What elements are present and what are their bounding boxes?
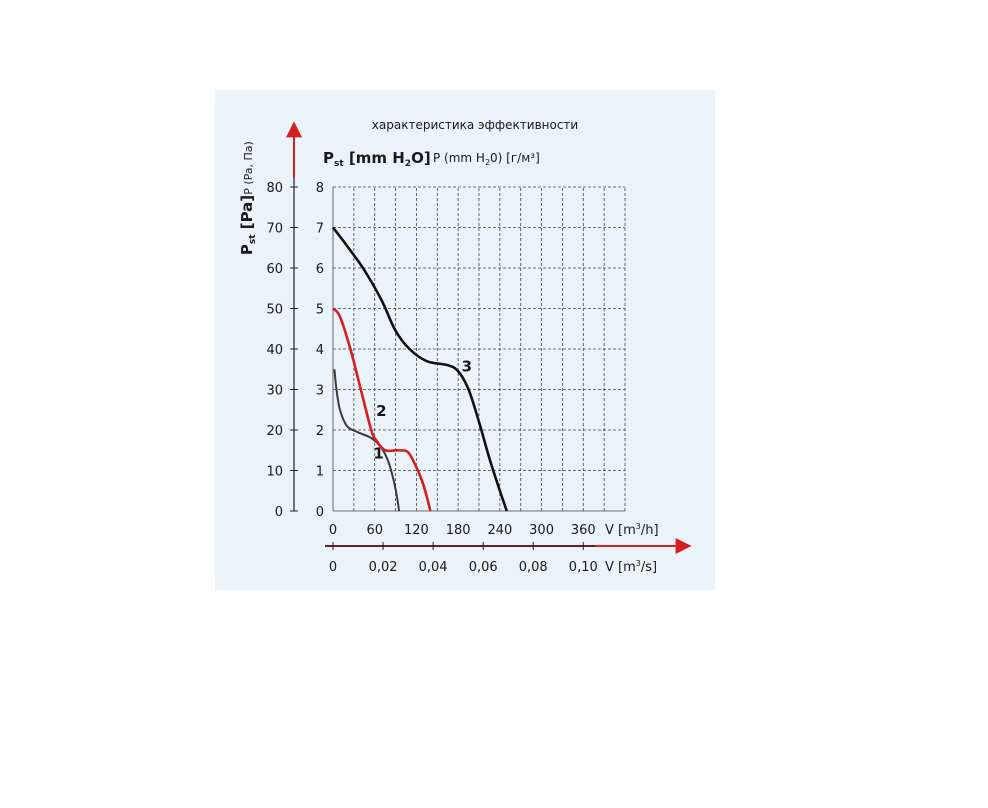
- y-axis-label-mmh2o: Pst [mm H2O]: [323, 149, 431, 169]
- y-tick-mmh2o-label: 2: [316, 424, 324, 439]
- x-axis-label-m3s: V [m3/s]: [605, 559, 657, 575]
- y-tick-pa-label: 40: [266, 343, 283, 358]
- series-group: 1 2 3: [331, 226, 509, 512]
- x-tick-m3s-label: 0: [329, 560, 337, 575]
- y-tick-mmh2o-label: 4: [316, 343, 324, 358]
- grid: [332, 186, 626, 512]
- y-tick-mmh2o-label: 3: [316, 384, 324, 399]
- x-axis-label-m3h: V [m3/h]: [605, 522, 659, 538]
- y-tick-mmh2o-label: 6: [316, 262, 324, 277]
- performance-chart: характеристика эффективности Pst [mm H2O…: [238, 118, 692, 575]
- x-ticks-m3h: 0 60 120 180 240 300 360: [329, 523, 596, 538]
- y-tick-pa-label: 70: [266, 222, 283, 237]
- x-tick-m3h-label: 240: [487, 523, 512, 538]
- x-tick-m3h-label: 300: [529, 523, 554, 538]
- y-tick-mmh2o-label: 0: [316, 505, 324, 520]
- y-tick-pa-label: 60: [266, 262, 283, 277]
- y-tick-mmh2o-label: 8: [316, 181, 324, 196]
- y-tick-mmh2o-label: 7: [316, 222, 324, 237]
- y-axis-label-pa-unit: P (Pa, Па): [242, 141, 255, 195]
- x-tick-m3s-label: 0,08: [519, 560, 548, 575]
- x-tick-m3s-label: 0,10: [569, 560, 598, 575]
- x-tick-m3h-label: 180: [446, 523, 471, 538]
- y-ticks-mmh2o: 0 1 2 3 4 5 6 7 8: [316, 181, 324, 520]
- y-tick-mmh2o-label: 5: [316, 303, 324, 318]
- chart-panel: характеристика эффективности Pst [mm H2O…: [215, 90, 715, 590]
- x-tick-m3h-label: 360: [571, 523, 596, 538]
- y-tick-pa-label: 50: [266, 303, 283, 318]
- x-tick-m3s-label: 0,06: [469, 560, 498, 575]
- y-tick-pa-label: 10: [266, 465, 283, 480]
- series-label-3: 3: [462, 357, 472, 375]
- series-line-2: [332, 307, 432, 512]
- series-line-1: [333, 369, 401, 512]
- y-tick-pa-label: 0: [275, 505, 283, 520]
- y-ticks-pa: 0 10 20 30 40 50 60 70 80: [266, 181, 298, 520]
- x-tick-m3h-label: 120: [404, 523, 429, 538]
- y-tick-mmh2o-label: 1: [316, 465, 324, 480]
- series-label-2: 2: [376, 402, 386, 420]
- chart-title: характеристика эффективности: [372, 118, 578, 132]
- y-axis-label-pa: Pst [Pa]: [238, 195, 258, 255]
- x-ticks-m3s: 0 0,02 0,04 0,06 0,08 0,10: [329, 542, 598, 575]
- x-tick-m3h-label: 60: [366, 523, 383, 538]
- y-tick-pa-label: 30: [266, 384, 283, 399]
- y-tick-pa-label: 20: [266, 424, 283, 439]
- x-tick-m3s-label: 0,04: [419, 560, 448, 575]
- x-tick-m3h-label: 0: [329, 523, 337, 538]
- y-axis-label-mmh2o-alt: P (mm H20) [г/м³]: [433, 151, 540, 167]
- x-tick-m3s-label: 0,02: [369, 560, 398, 575]
- y-tick-pa-label: 80: [266, 181, 283, 196]
- series-label-1: 1: [373, 444, 383, 462]
- series-line-3: [331, 226, 509, 512]
